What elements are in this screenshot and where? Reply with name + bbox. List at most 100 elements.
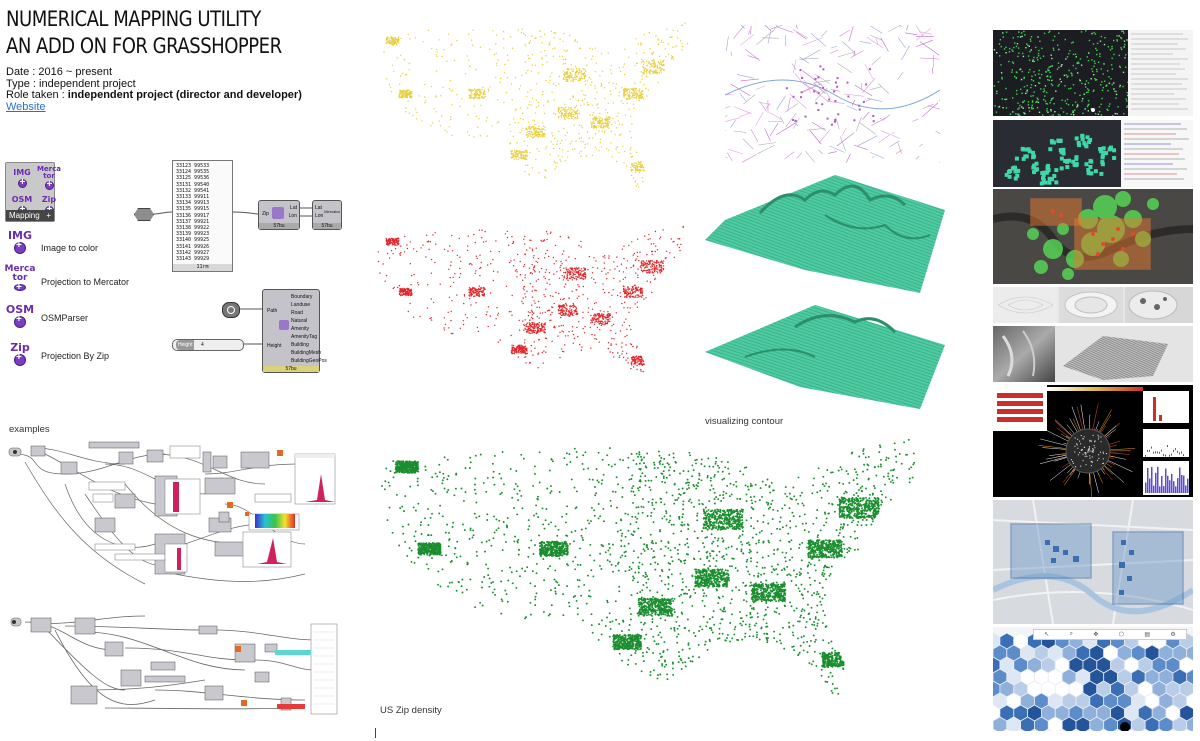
us-map-yellow-svg: [383, 22, 689, 188]
number-row: 33139 99923: [176, 231, 210, 238]
thumb-radial-visualization[interactable]: [993, 385, 1193, 497]
map-points: [381, 438, 916, 695]
thumb-1-svg: [993, 30, 1130, 116]
thumb-teal-blobs[interactable]: [993, 120, 1193, 187]
thumb-city-map-squares[interactable]: [993, 500, 1193, 624]
osm-path-icon: [227, 306, 235, 314]
terrain-mesh-2-svg: [705, 305, 945, 409]
osm-street-map: [725, 25, 940, 165]
zip-node-footer: 57bu: [259, 223, 299, 229]
pointer-icon[interactable]: ↖: [1044, 632, 1050, 638]
title-line-2: AN ADD ON FOR GRASSHOPPER: [6, 34, 282, 58]
mapping-toolbox[interactable]: IMG Mercator OSM Zip Mapping+: [5, 162, 61, 222]
number-row: 33131 99540: [176, 181, 210, 188]
hex-icon[interactable]: ⬡: [1118, 632, 1124, 638]
merc-node-in: Lat: [315, 205, 322, 211]
osm-output: Boundary: [291, 294, 313, 300]
pan-icon[interactable]: ✥: [1093, 632, 1099, 638]
height-slider[interactable]: Height 4: [172, 339, 244, 351]
osm-node[interactable]: Path Height Boundary Landuse Road Natural Am…: [262, 289, 327, 373]
osm-street-map-svg: [725, 25, 940, 163]
thumb-8-svg: [993, 632, 1193, 731]
component-label: Projection By Zip: [41, 351, 110, 361]
terrain-mesh-1: [705, 165, 950, 295]
zoom-icon[interactable]: ⌕: [1069, 631, 1073, 637]
thumb-5-svg: [993, 326, 1168, 382]
number-row: 33133 99911: [176, 194, 210, 201]
thumb-green-point-cloud[interactable]: [993, 30, 1193, 116]
examples-caption: examples: [9, 424, 50, 435]
osm-output: Natural: [291, 318, 308, 324]
img-icon: IMG: [7, 229, 33, 255]
img-tool-icon[interactable]: IMG: [9, 165, 35, 191]
website-link[interactable]: Website: [6, 100, 46, 113]
component-item: IMG Image to color: [5, 229, 145, 259]
number-row: 33137 99921: [176, 218, 210, 225]
component-label: Image to color: [41, 243, 99, 253]
merc-node-in: Lon: [315, 213, 324, 219]
layer-icon[interactable]: ▤: [1144, 632, 1151, 638]
settings-icon[interactable]: ⚙: [1170, 632, 1176, 638]
osm-wires: [237, 308, 262, 345]
osm-path-input[interactable]: [222, 302, 240, 318]
corner-mark: [375, 728, 376, 738]
mercator-node[interactable]: Lat Lon Mercator 57bu: [312, 200, 342, 230]
osm-outputs: Boundary Landuse Road Natural Amenity Amenity…: [291, 293, 327, 365]
number-row: 33142 99927: [176, 249, 210, 256]
zip-density-caption: US Zip density: [380, 705, 442, 716]
input-hex-node[interactable]: [134, 208, 154, 221]
thumb-1-lines: [1131, 33, 1188, 110]
osm-node-footer: 57bu: [263, 366, 319, 372]
zip-node-name: Zip: [262, 211, 269, 217]
example-graph-1[interactable]: [5, 434, 350, 594]
role-label: Role taken : independent project (direct…: [6, 89, 302, 102]
toolbox-tab[interactable]: Mapping +: [6, 210, 54, 221]
number-row: 33134 99913: [176, 200, 210, 207]
number-row: 33136 99917: [176, 212, 210, 219]
mercator-tool-icon[interactable]: Merca tor: [36, 165, 62, 191]
thumb-8-toolbar[interactable]: ↖ ⌕ ✥ ⬡ ▤ ⚙: [1033, 629, 1187, 640]
osm-output: Building: [291, 342, 309, 348]
example-graph-1-svg: [8, 441, 336, 585]
number-row: 33140 99925: [176, 237, 210, 244]
map-points: [383, 22, 689, 188]
us-map-red-svg: [377, 225, 684, 373]
number-row: 33132 99541: [176, 187, 210, 194]
zip-node-in: Lon: [288, 213, 297, 219]
zip-node-in: Lat: [290, 205, 297, 211]
toolbox-tab-label: Mapping: [9, 211, 40, 220]
map-points: [377, 225, 684, 373]
number-list: 33123 99533 33124 99535 33125 99536 33131 9…: [176, 163, 229, 262]
title-line-1: NUMERICAL MAPPING UTILITY: [6, 7, 261, 31]
type-label: Type : independent project: [6, 77, 136, 90]
mercator-icon: Merca tor: [5, 265, 36, 294]
number-panel[interactable]: 33123 99533 33124 99535 33125 99536 33131 9…: [172, 160, 233, 272]
terrain-mesh-2: [705, 297, 950, 412]
number-row: 33135 99915: [176, 206, 210, 213]
number-row: 33125 99536: [176, 175, 210, 182]
thumb-contour-gray[interactable]: [993, 287, 1193, 323]
zip-node[interactable]: Zip Lat Lon 57bu: [258, 200, 300, 230]
us-map-yellow: [373, 18, 698, 208]
component-item: Merca tor Projection to Mercator: [5, 265, 155, 295]
number-row: 33141 99926: [176, 243, 210, 250]
slider-value: 4: [201, 342, 204, 348]
thumb-1-text-panel: [1128, 30, 1193, 116]
thumb-7-svg: [993, 500, 1193, 624]
role-value: independent project (director and develo…: [67, 89, 302, 101]
component-label: Projection to Mercator: [41, 277, 130, 287]
add-icon[interactable]: +: [46, 211, 51, 220]
zip-node-icon: [272, 207, 284, 219]
thumb-3-svg: [993, 189, 1193, 284]
number-row: 33143 99929: [176, 256, 210, 263]
us-map-green-svg: [381, 438, 916, 695]
thumb-heatmap-overlay[interactable]: [993, 189, 1193, 284]
example-graph-2[interactable]: [5, 610, 350, 720]
osm-node-graph[interactable]: Height 4 Path Height Boundary Landuse Road…: [170, 287, 350, 373]
osm-output: BuildingMesh: [291, 350, 322, 356]
zip-node-graph[interactable]: 33123 99533 33124 99535 33125 99536 33131 9…: [126, 158, 346, 276]
thumb-hex-grid[interactable]: ↖ ⌕ ✥ ⬡ ▤ ⚙: [993, 627, 1193, 731]
number-row: 33124 99535: [176, 169, 210, 176]
thumb-terrain-grayscale[interactable]: [993, 326, 1193, 382]
terrain-mesh-1-svg: [705, 175, 945, 293]
